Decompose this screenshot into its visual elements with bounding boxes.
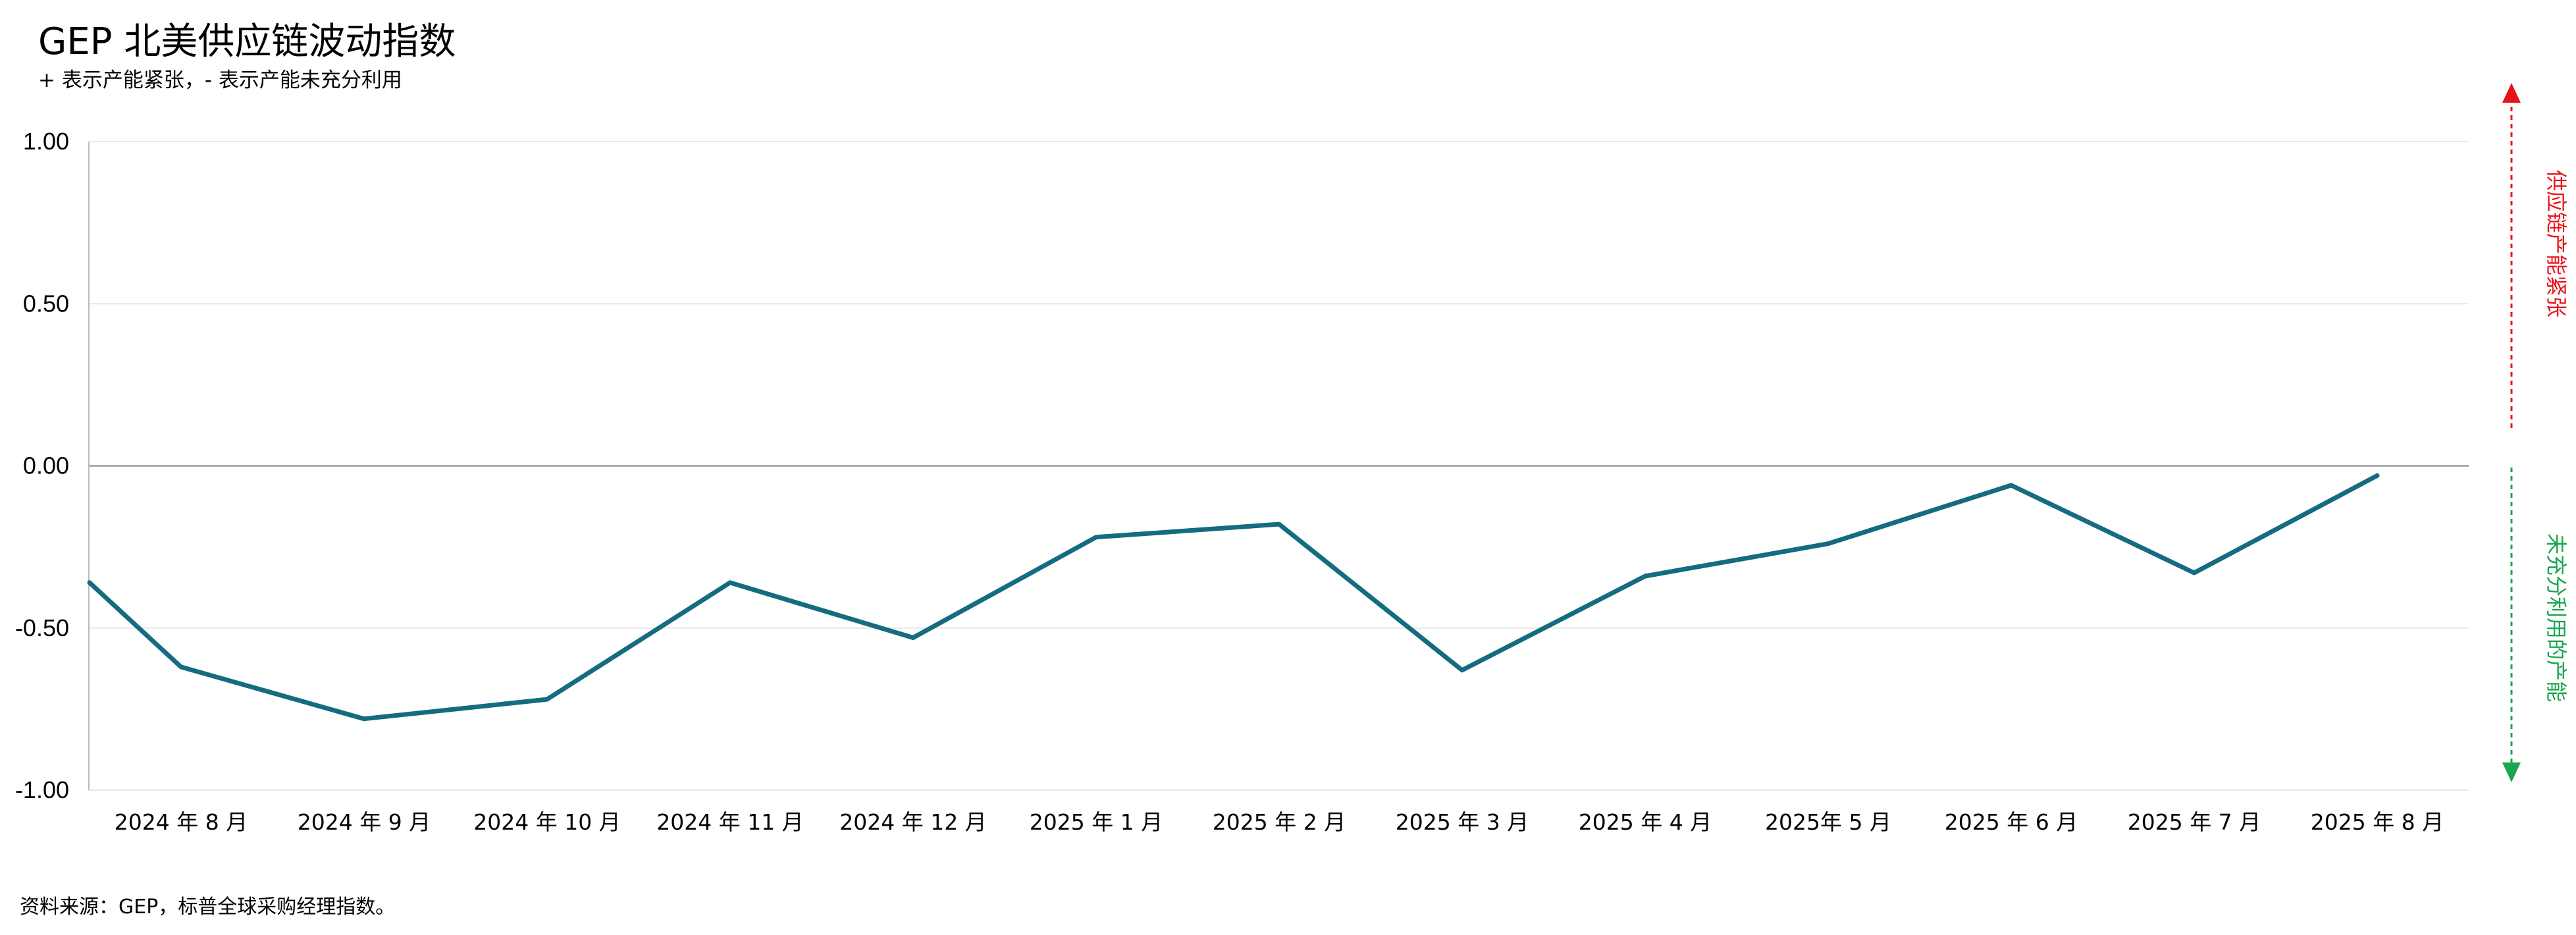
source-note: 资料来源：GEP，标普全球采购经理指数。 [20, 895, 396, 919]
x-tick-label: 2025 年 4 月 [1579, 809, 1712, 835]
gridlines [88, 141, 2469, 791]
x-tick-label: 2025 年 2 月 [1213, 809, 1346, 835]
chart-title: GEP 北美供应链波动指数 [38, 20, 456, 63]
up-arrow-icon [2502, 83, 2521, 103]
down-arrow-icon [2502, 762, 2521, 782]
x-tick-label: 2024 年 10 月 [473, 809, 620, 835]
x-tick-label: 2025 年 1 月 [1030, 809, 1163, 835]
y-tick-label: 0.00 [23, 452, 69, 479]
x-tick-label: 2025 年 8 月 [2311, 809, 2444, 835]
chart-subtitle: + 表示产能紧张，- 表示产能未充分利用 [38, 68, 402, 92]
y-tick-label: -1.00 [15, 776, 69, 803]
x-tick-label: 2025 年 7 月 [2128, 809, 2261, 835]
y-tick-label: 0.50 [23, 290, 69, 317]
y-tick-label: -0.50 [15, 614, 69, 641]
x-tick-label: 2024 年 8 月 [115, 809, 248, 835]
x-tick-label: 2025 年 3 月 [1396, 809, 1529, 835]
x-tick-labels: 2024 年 8 月 2024 年 9 月 2024 年 10 月 2024 年 11… [115, 809, 2444, 835]
under-utilized-indicator: 未充分利用的产能 [2502, 468, 2569, 782]
x-tick-label: 2025 年 6 月 [1945, 809, 2078, 835]
y-tick-labels: 1.00 0.50 0.00 -0.50 -1.00 [15, 128, 69, 803]
series-group [87, 473, 2380, 722]
side-label-up: 供应链产能紧张 [2544, 170, 2569, 317]
x-tick-label: 2025年 5 月 [1765, 809, 1891, 835]
x-tick-label: 2024 年 9 月 [298, 809, 431, 835]
capacity-tight-indicator: 供应链产能紧张 [2502, 83, 2569, 428]
x-tick-label: 2024 年 11 月 [656, 809, 803, 835]
y-tick-label: 1.00 [23, 128, 69, 155]
side-label-down: 未充分利用的产能 [2544, 533, 2569, 702]
x-tick-label: 2024 年 12 月 [839, 809, 986, 835]
series-line [87, 473, 2380, 722]
